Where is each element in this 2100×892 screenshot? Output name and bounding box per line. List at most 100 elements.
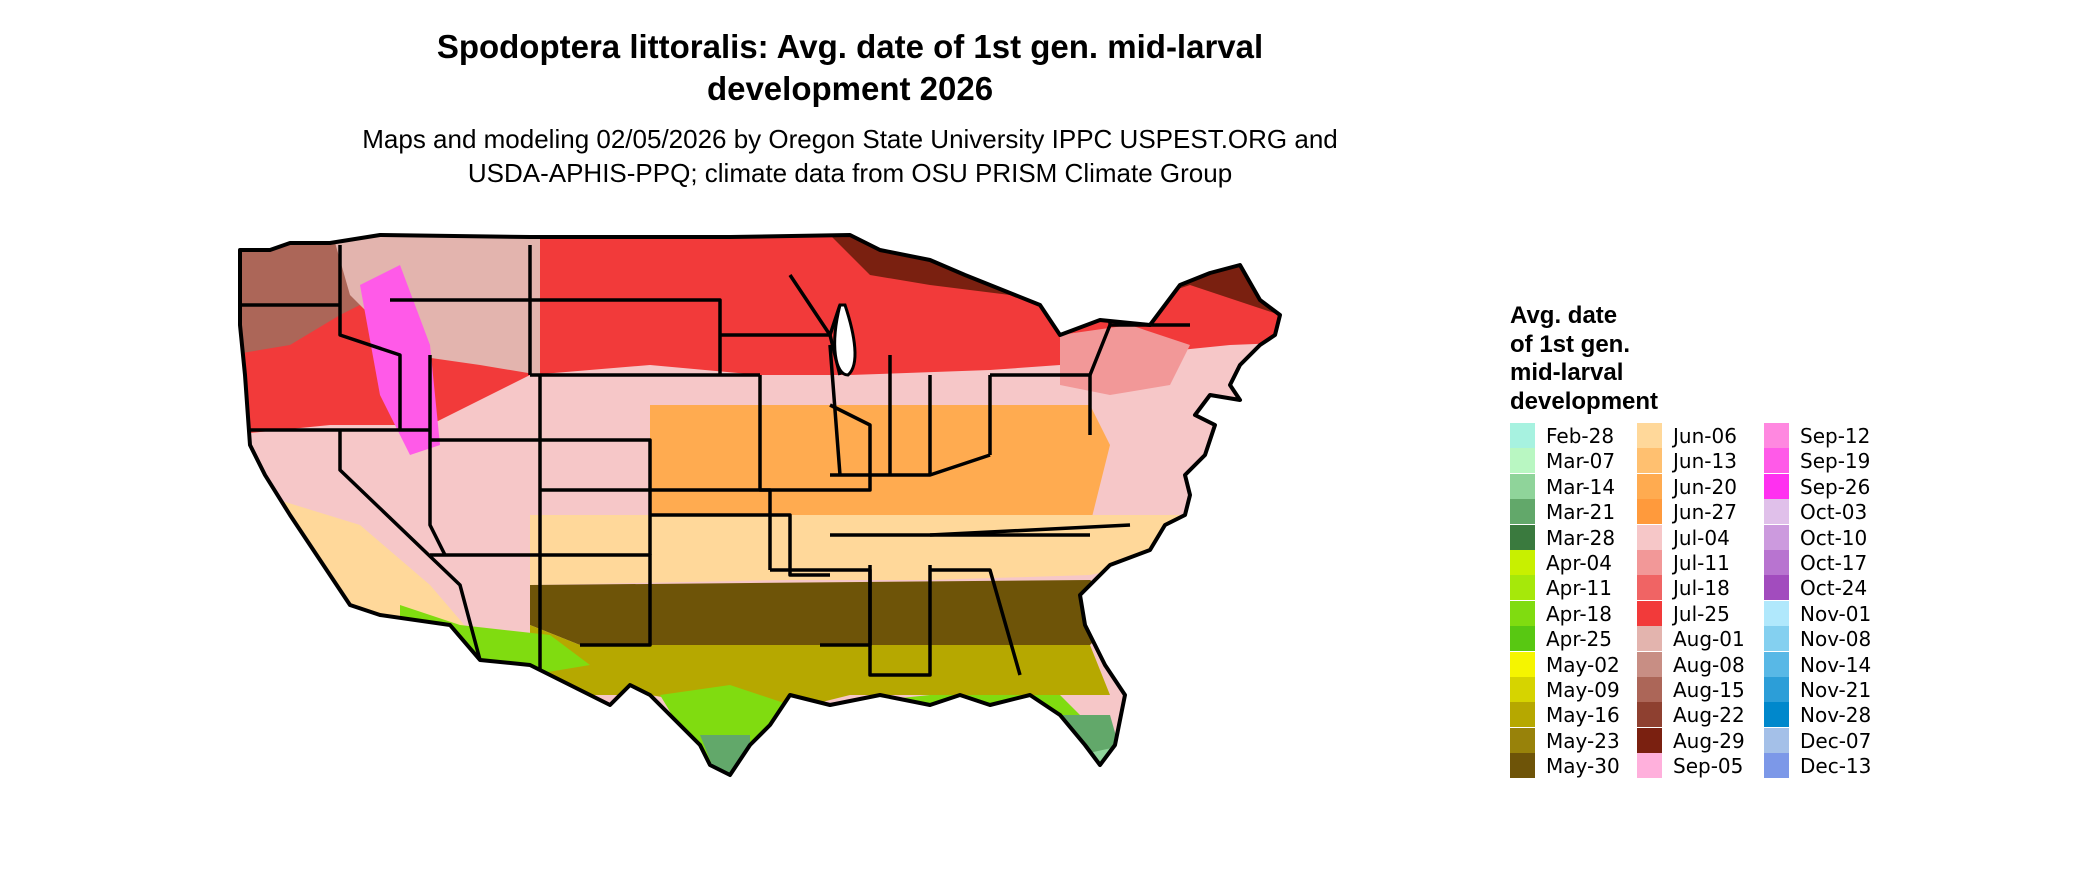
legend-label: Sep-05 bbox=[1673, 754, 1744, 779]
us-phenology-map bbox=[238, 233, 1282, 777]
zone-midwest-south bbox=[650, 405, 1110, 525]
legend-label: Sep-26 bbox=[1800, 474, 1871, 499]
title-line-2: development 2026 bbox=[706, 70, 994, 107]
border-ok-tx bbox=[650, 513, 830, 577]
legend-label: Oct-03 bbox=[1800, 500, 1868, 525]
border-va-nc bbox=[929, 523, 1131, 537]
legend-title-line-1: Avg. date bbox=[1510, 302, 1618, 329]
legend-swatch bbox=[1764, 423, 1789, 448]
legend-label: Aug-08 bbox=[1673, 652, 1745, 677]
zone-new-york bbox=[1060, 325, 1190, 395]
phenology-zones bbox=[240, 235, 1280, 775]
legend-swatch bbox=[1764, 651, 1789, 677]
legend-label: Apr-25 bbox=[1546, 627, 1612, 652]
legend-label: Oct-24 bbox=[1800, 576, 1868, 601]
legend-label: Nov-28 bbox=[1800, 703, 1872, 728]
legend-label: Dec-07 bbox=[1800, 728, 1872, 753]
legend-title-line-4: development bbox=[1510, 387, 1659, 415]
legend-label: Sep-19 bbox=[1800, 449, 1871, 474]
legend-swatch bbox=[1510, 550, 1535, 575]
legend-label: Aug-29 bbox=[1673, 728, 1745, 753]
legend-label: Jun-06 bbox=[1673, 424, 1737, 448]
legend-label: Jul-25 bbox=[1673, 601, 1730, 626]
legend-label: Apr-18 bbox=[1546, 601, 1612, 626]
map-subtitle: Maps and modeling 02/05/2026 by Oregon S… bbox=[300, 122, 1400, 190]
legend-swatch bbox=[1510, 727, 1535, 753]
legend-label: Oct-17 bbox=[1800, 551, 1868, 575]
legend-swatch bbox=[1510, 524, 1535, 550]
legend-label: Jul-04 bbox=[1673, 525, 1730, 550]
legend-swatch bbox=[1764, 753, 1789, 779]
border-il-in bbox=[828, 344, 892, 476]
legend-swatch bbox=[1764, 550, 1789, 575]
legend-swatch bbox=[1764, 524, 1789, 550]
border-mo bbox=[758, 375, 872, 492]
legend-swatch bbox=[1764, 600, 1789, 626]
legend-swatch bbox=[1510, 626, 1535, 652]
legend-label: May-02 bbox=[1546, 652, 1620, 677]
legend-swatch bbox=[1637, 473, 1662, 499]
border-dakotas bbox=[530, 298, 722, 375]
legend-label: Dec-13 bbox=[1800, 754, 1872, 779]
subtitle-line-2: USDA-APHIS-PPQ; climate data from OSU PR… bbox=[467, 158, 1233, 188]
legend-swatch bbox=[1637, 651, 1662, 677]
legend-swatch bbox=[1510, 448, 1535, 474]
legend-swatch bbox=[1510, 575, 1535, 601]
legend-label: May-16 bbox=[1546, 703, 1620, 728]
border-oh-pa bbox=[928, 375, 992, 475]
legend-swatch bbox=[1637, 727, 1662, 753]
border-idaho bbox=[338, 245, 402, 430]
legend-swatch bbox=[1637, 626, 1662, 652]
legend-swatch bbox=[1510, 423, 1535, 448]
border-ca-nv bbox=[338, 430, 482, 661]
legend-swatch bbox=[1764, 702, 1789, 728]
legend-swatch bbox=[1637, 524, 1662, 550]
legend-label: Mar-28 bbox=[1546, 525, 1616, 550]
legend-title: Avg. date of 1st gen. mid-larval develop… bbox=[1510, 302, 1658, 416]
legend-swatch bbox=[1764, 448, 1789, 474]
legend-swatch bbox=[1637, 423, 1662, 448]
legend-swatch bbox=[1510, 651, 1535, 677]
legend-label: Mar-07 bbox=[1546, 449, 1616, 474]
legend-label: Apr-11 bbox=[1546, 576, 1612, 601]
border-ms-al bbox=[868, 565, 932, 677]
legend-label: Nov-14 bbox=[1800, 652, 1872, 677]
legend-label: Oct-10 bbox=[1800, 525, 1868, 550]
legend-swatch bbox=[1637, 600, 1662, 626]
legend-swatch bbox=[1637, 575, 1662, 601]
legend-label: Nov-21 bbox=[1800, 678, 1872, 702]
legend-swatch bbox=[1637, 753, 1662, 779]
us-outline bbox=[238, 233, 1282, 777]
legend-swatch bbox=[1764, 626, 1789, 652]
legend-swatch bbox=[1510, 702, 1535, 728]
legend-swatch bbox=[1510, 600, 1535, 626]
legend-swatch bbox=[1510, 473, 1535, 499]
title-line-1: Spodoptera littoralis: Avg. date of 1st … bbox=[436, 28, 1264, 65]
border-co-ks bbox=[538, 375, 652, 555]
border-nv-ut bbox=[428, 355, 447, 556]
legend-swatch bbox=[1510, 753, 1535, 779]
legend-label: Jun-20 bbox=[1673, 474, 1737, 499]
legend-title-line-3: mid-larval bbox=[1510, 359, 1624, 386]
legend-label: Aug-01 bbox=[1673, 627, 1745, 652]
legend-swatch bbox=[1764, 677, 1789, 702]
legend-swatch bbox=[1764, 575, 1789, 601]
legend-swatch bbox=[1637, 702, 1662, 728]
zone-gulf-inland bbox=[530, 580, 1130, 645]
legend-swatch bbox=[1764, 473, 1789, 499]
border-nm-tx bbox=[540, 553, 652, 647]
legend-label: Mar-14 bbox=[1546, 474, 1616, 499]
legend-label: Jun-13 bbox=[1673, 449, 1737, 474]
legend-label: Jul-11 bbox=[1673, 551, 1730, 575]
legend-swatch bbox=[1637, 677, 1662, 702]
legend-swatch bbox=[1637, 499, 1662, 525]
legend-label: Aug-22 bbox=[1673, 703, 1745, 728]
legend-label: Aug-15 bbox=[1673, 678, 1745, 702]
legend-label: Nov-08 bbox=[1800, 627, 1872, 652]
subtitle-line-1: Maps and modeling 02/05/2026 by Oregon S… bbox=[362, 124, 1338, 154]
legend-label: Jun-27 bbox=[1673, 500, 1737, 525]
legend-label: May-09 bbox=[1546, 678, 1620, 702]
great-lake-michigan bbox=[833, 303, 857, 377]
legend-label: Mar-21 bbox=[1546, 500, 1616, 525]
legend-swatch bbox=[1510, 677, 1535, 702]
